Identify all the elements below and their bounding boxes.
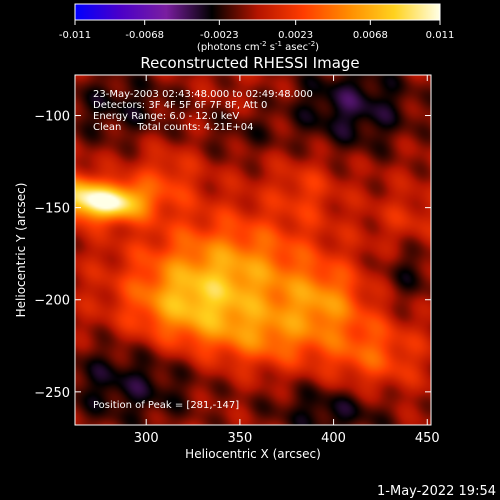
annotation-line: Energy Range: 6.0 - 12.0 keV xyxy=(93,111,239,122)
y-axis: −100 −150 −200 −250 xyxy=(34,110,431,401)
colorbar xyxy=(74,3,441,21)
y-tick-label: −250 xyxy=(34,386,70,401)
y-tick-label: −150 xyxy=(34,202,70,217)
heatmap-image xyxy=(75,75,431,425)
x-tick-label: 400 xyxy=(321,431,346,446)
colorbar-tick-label: 0.011 xyxy=(426,30,455,41)
y-axis-label: Heliocentric Y (arcsec) xyxy=(14,183,28,318)
colorbar-tick-label: -0.0023 xyxy=(200,30,239,41)
colorbar-tick-label: -0.0068 xyxy=(125,30,164,41)
peak-position-label: Position of Peak = [281,-147] xyxy=(93,400,239,411)
x-tick-label: 350 xyxy=(227,431,252,446)
colorbar-tick-label: 0.0068 xyxy=(353,30,388,41)
y-tick-label: −200 xyxy=(34,294,70,309)
annotation-line: Clean Total counts: 4.21E+04 xyxy=(93,122,253,133)
footer-date: 1-May-2022 19:54 xyxy=(377,484,496,499)
chart-title: Reconstructed RHESSI Image xyxy=(140,54,359,72)
x-tick-label: 450 xyxy=(415,431,440,446)
x-axis-label: Heliocentric X (arcsec) xyxy=(185,447,321,461)
annotation-line: Detectors: 3F 4F 5F 6F 7F 8F, Att 0 xyxy=(93,100,267,111)
y-tick-label: −100 xyxy=(34,110,70,125)
plot-frame xyxy=(74,74,432,426)
colorbar-unit-label: (photons cm-2 s-1 asec-2) xyxy=(197,40,319,53)
x-tick-label: 300 xyxy=(134,431,159,446)
colorbar-tick-label: -0.011 xyxy=(59,30,91,41)
colorbar-tick-label: 0.0023 xyxy=(278,30,313,41)
annotation-block: 23-May-2003 02:43:48.000 to 02:49:48.000… xyxy=(93,89,313,133)
colorbar-ticks: -0.011 -0.0068 -0.0023 0.0023 0.0068 0.011 xyxy=(59,20,454,41)
x-axis: 300 350 400 450 xyxy=(134,75,440,446)
annotation-line: 23-May-2003 02:43:48.000 to 02:49:48.000 xyxy=(93,89,313,100)
